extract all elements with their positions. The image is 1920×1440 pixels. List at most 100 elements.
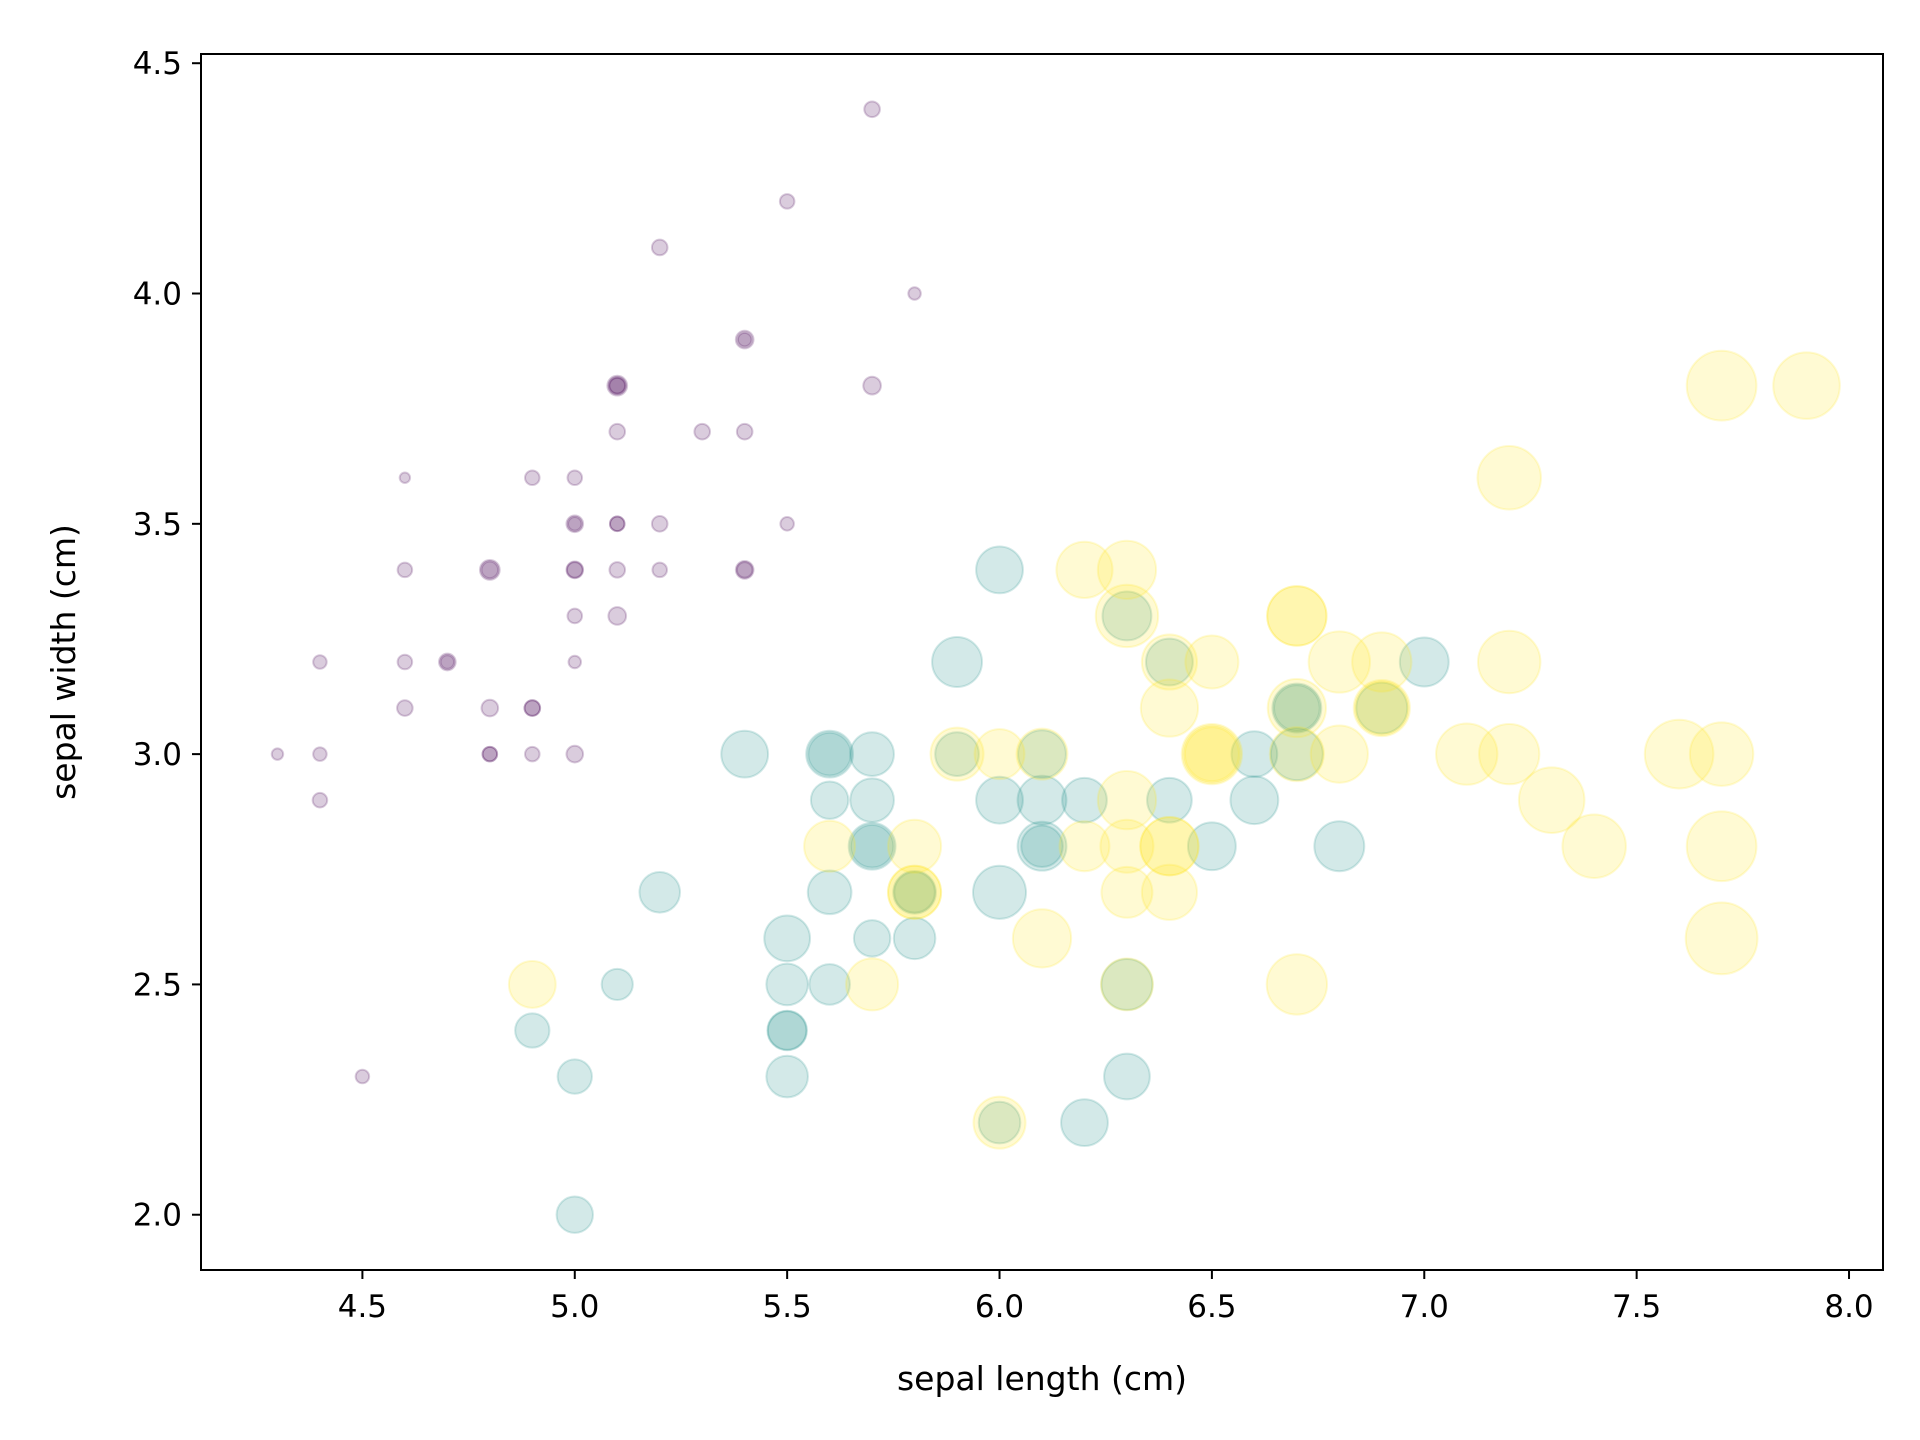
scatter-point (887, 864, 943, 920)
scatter-point (438, 652, 457, 672)
scatter-point (1398, 636, 1450, 688)
x-axis-label: sepal length (cm) (897, 1359, 1187, 1398)
scatter-point (566, 469, 584, 487)
scatter-point (807, 731, 852, 777)
scatter-point (1061, 776, 1108, 824)
scatter-point (1055, 540, 1114, 599)
y-tick-label: 3.5 (133, 507, 182, 543)
scatter-point (975, 545, 1024, 595)
scatter-point (608, 515, 626, 533)
scatter-point (1183, 726, 1240, 783)
scatter-point (803, 819, 857, 873)
scatter-point (1265, 953, 1329, 1016)
scatter-point (478, 558, 501, 581)
scatter-point (887, 864, 943, 920)
scatter-point (1100, 957, 1154, 1011)
scatter-point (1096, 770, 1158, 831)
scatter-point (311, 791, 329, 809)
scatter-point (887, 818, 943, 874)
scatter-point (1011, 908, 1073, 969)
scatter-point (1016, 774, 1068, 826)
scatter-point (1351, 631, 1413, 693)
scatter-point (1146, 776, 1193, 824)
scatter-point (524, 745, 541, 763)
scatter-point (1685, 349, 1758, 422)
scatter-point (972, 1095, 1027, 1150)
scatter-point (555, 1195, 594, 1234)
points-layer (270, 100, 1841, 1234)
y-axis: 2.0 2.5 3.0 3.5 4.0 4.5 (133, 46, 201, 1234)
scatter-point (1272, 684, 1321, 732)
scatter-point (1230, 730, 1279, 779)
scatter-point (734, 560, 755, 580)
scatter-point (1561, 813, 1627, 879)
scatter-point (556, 1058, 593, 1095)
scatter-point (1140, 863, 1198, 921)
scatter-point (567, 516, 583, 532)
scatter-point (1099, 818, 1155, 874)
scatter-point (931, 636, 984, 688)
scatter-point (507, 960, 557, 1009)
scatter-point (565, 514, 585, 534)
scatter-point (1101, 590, 1153, 642)
x-tick-label: 5.0 (550, 1289, 599, 1325)
scatter-point (1182, 724, 1242, 784)
scatter-point (1643, 718, 1715, 790)
x-tick-label: 8.0 (1824, 1289, 1873, 1325)
x-tick-label: 7.5 (1612, 1289, 1661, 1325)
scatter-point (849, 823, 895, 869)
scatter-point (1099, 957, 1154, 1012)
scatter-point (651, 561, 669, 579)
scatter-point (1139, 816, 1200, 877)
scatter-point (1017, 729, 1067, 780)
scatter-point (766, 1009, 808, 1052)
scatter-point (650, 515, 669, 533)
scatter-point (1015, 727, 1069, 781)
scatter-point (606, 374, 629, 397)
scatter-point (1139, 816, 1200, 877)
scatter-point (1478, 722, 1541, 786)
scatter-point (806, 869, 853, 916)
scatter-point (862, 375, 882, 396)
scatter-point (1016, 820, 1068, 872)
y-tick-label: 4.5 (133, 46, 182, 82)
scatter-point (765, 962, 809, 1007)
scatter-point (977, 1100, 1022, 1145)
scatter-point (1145, 637, 1194, 687)
scatter-point (1103, 1052, 1151, 1101)
scatter-point (972, 864, 1028, 920)
scatter-point (1060, 1098, 1109, 1148)
x-tick-label: 7.0 (1400, 1289, 1449, 1325)
scatter-point (565, 560, 585, 580)
scatter-point (893, 871, 936, 914)
y-tick-label: 2.5 (133, 967, 182, 1003)
scatter-point (1269, 727, 1324, 782)
scatter-point (1477, 629, 1542, 695)
scatter-point (1268, 726, 1325, 783)
scatter-point (929, 726, 985, 782)
scatter-point (808, 963, 851, 1006)
scatter-point (907, 286, 922, 301)
scatter-point (778, 193, 796, 210)
scatter-point (481, 745, 499, 763)
scatter-point (1684, 901, 1759, 976)
scatter-point (396, 561, 414, 579)
scatter-point (1139, 678, 1200, 738)
scatter-point (524, 469, 541, 487)
scatter-point (1100, 865, 1154, 919)
y-tick-label: 3.0 (133, 737, 182, 773)
scatter-point (1096, 539, 1158, 600)
scatter-point (693, 422, 712, 441)
scatter-point (892, 869, 937, 915)
scatter-point (1266, 585, 1328, 647)
scatter-point (638, 871, 682, 914)
scatter-point (849, 731, 895, 777)
scatter-point (1688, 721, 1755, 787)
scatter-point (523, 699, 542, 717)
y-axis-label: sepal width (cm) (44, 524, 83, 800)
x-tick-label: 6.0 (975, 1289, 1024, 1325)
scatter-point (607, 606, 628, 626)
scatter-point (1140, 633, 1198, 691)
scatter-point (892, 916, 937, 961)
scatter-point (1186, 821, 1237, 872)
